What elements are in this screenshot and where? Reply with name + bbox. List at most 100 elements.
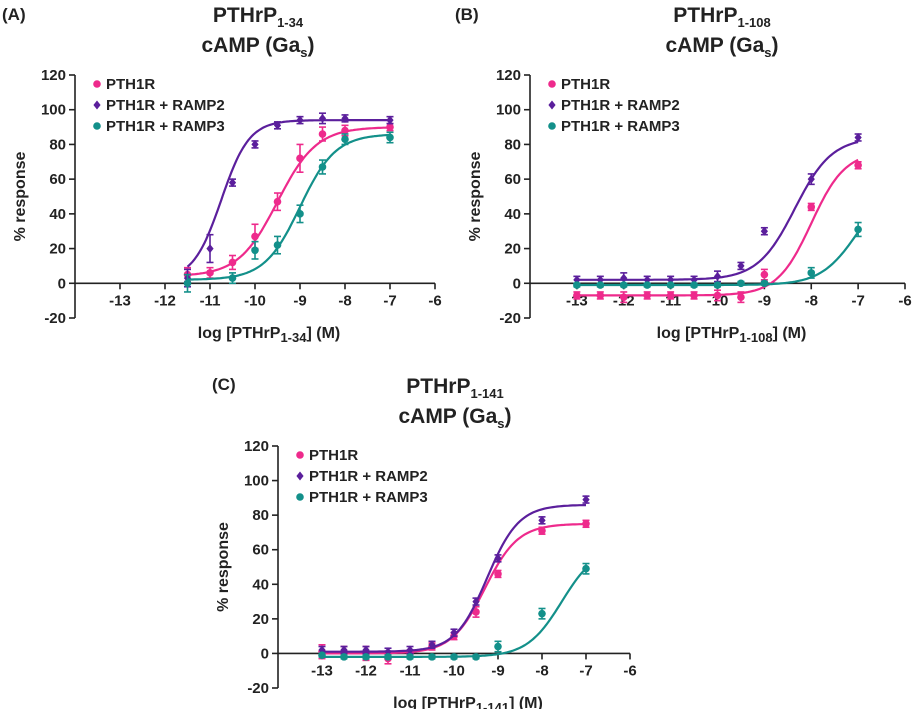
y-axis-title: % response [215,522,232,612]
x-tick-label: -12 [154,292,176,309]
legend-label: PTH1R + RAMP3 [309,489,428,506]
data-point [582,564,590,573]
x-tick-label: -11 [400,662,421,679]
data-point [760,270,769,279]
data-point [384,653,392,661]
x-tick-label: -13 [311,662,333,679]
data-point [619,293,628,301]
data-point [340,653,348,661]
y-tick-label: 100 [41,102,66,119]
y-tick-label: 20 [252,611,269,628]
data-point [807,269,816,277]
legend-label: PTH1R + RAMP3 [106,118,225,135]
data-point [251,139,259,149]
chart-subtitle: cAMP (Gas) [201,34,314,60]
data-point [183,279,192,288]
data-point [643,281,651,289]
data-point [296,210,304,218]
data-point [428,640,436,650]
x-tick-label: -7 [851,292,864,309]
data-point [318,113,327,123]
x-tick-label: -11 [200,292,221,309]
data-point [690,281,698,289]
x-tick-label: -11 [660,292,681,309]
data-point [737,279,745,288]
data-point [690,291,698,300]
data-point [406,645,414,655]
y-tick-label: 80 [252,507,269,524]
data-point [582,519,590,528]
data-point [340,645,348,655]
legend-label: PTH1R [561,76,610,93]
x-tick-label: -6 [898,292,911,309]
data-point [582,495,590,505]
data-point [341,126,349,135]
x-tick-label: -13 [566,292,588,309]
data-point [341,113,349,123]
legend-marker [93,80,101,88]
data-point [251,246,259,255]
panel-a: (A) PTHrP1-34 cAMP (Gas) -20 0 20 40 60 80 100 120… [2,4,442,345]
data-point [713,281,722,289]
data-point [273,241,282,249]
y-tick-label: -20 [247,680,269,697]
data-point [318,163,327,171]
data-point [273,120,282,130]
x-tick-label: -7 [579,662,592,679]
data-point [737,293,745,301]
data-point [428,653,436,661]
y-tick-label: 100 [496,102,521,119]
y-tick-label: 80 [504,136,521,153]
legend-label: PTH1R + RAMP3 [561,118,680,135]
y-tick-label: 120 [244,438,269,455]
x-axis-title: log [PTHrP1-108] (M) [657,325,807,345]
panel-label: (B) [455,5,479,24]
x-tick-label: -9 [758,292,771,309]
data-point [494,570,502,578]
data-point [206,269,214,277]
data-point [318,130,327,138]
x-tick-label: -6 [623,662,636,679]
legend-marker [296,471,304,481]
data-point [251,232,259,241]
data-point [619,281,628,289]
data-point [807,174,815,184]
y-tick-label: 40 [49,206,66,223]
data-point [620,273,628,283]
legend-label: PTH1R + RAMP2 [309,468,428,485]
x-tick-label: -7 [383,292,396,309]
data-point [643,291,651,300]
x-tick-label: -13 [109,292,131,309]
data-point [296,154,304,163]
x-tick-label: -8 [805,292,818,309]
y-tick-label: 60 [49,171,66,188]
y-tick-label: 40 [504,206,521,223]
x-tick-label: -12 [355,662,377,679]
y-tick-label: 120 [496,67,521,84]
y-tick-label: 60 [504,171,521,188]
data-point [854,161,862,170]
chart-title: PTHrP1-108 [673,4,770,30]
data-point [406,653,414,661]
data-point [538,515,546,525]
panel-c: (C) PTHrP1-141 cAMP (Gas) -20 0 20 40 60 80 100 12… [212,375,637,709]
chart-title: PTHrP1-34 [213,4,304,30]
fit-curve [322,567,587,659]
data-point [807,203,816,211]
legend-label: PTH1R + RAMP2 [561,97,680,114]
data-point [596,281,605,289]
data-point [228,178,237,188]
y-tick-label: 0 [58,275,66,292]
y-tick-label: 120 [41,67,66,84]
legend-marker [93,122,101,130]
data-point [341,135,349,144]
panel-b: (B) PTHrP1-108 cAMP (Gas) -20 0 20 40 60 80 100 12… [455,4,912,345]
data-point [666,291,675,300]
x-tick-label: -8 [338,292,351,309]
legend-marker [296,493,304,501]
data-point [472,608,480,616]
data-point [713,291,722,300]
y-tick-label: 0 [513,275,521,292]
y-tick-label: 80 [49,136,66,153]
